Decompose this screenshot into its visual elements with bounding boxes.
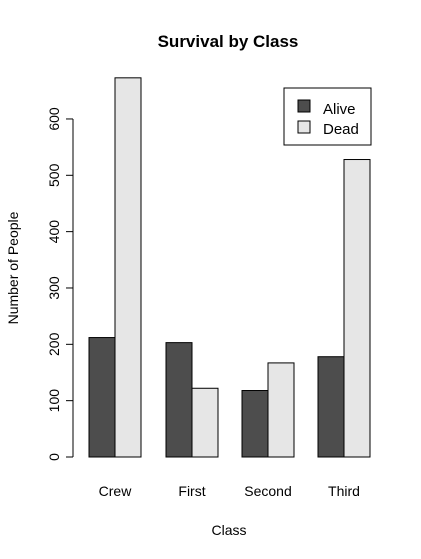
x-axis-label: Class [211, 522, 246, 538]
y-tick-label: 600 [46, 107, 62, 131]
bar-second-alive [241, 390, 269, 458]
bar-crew-alive [88, 337, 116, 458]
legend-box [283, 87, 372, 146]
x-tick-label-third: Third [328, 483, 360, 499]
bar-first-dead [191, 387, 219, 458]
x-tick-label-second: Second [244, 483, 291, 499]
x-tick-label-crew: Crew [99, 483, 133, 499]
y-tick-label: 200 [46, 332, 62, 356]
y-axis: 0 100 200 300 400 500 600 [46, 107, 74, 461]
legend-swatch-alive [297, 99, 311, 113]
chart-title: Survival by Class [158, 32, 299, 51]
bar-crew-dead [114, 77, 142, 458]
bar-first-alive [165, 342, 193, 458]
y-tick-label: 300 [46, 276, 62, 300]
y-tick-label: 400 [46, 220, 62, 244]
y-tick-label: 500 [46, 163, 62, 187]
bar-second-dead [267, 362, 295, 458]
bars-group [88, 77, 371, 458]
bar-third-alive [317, 356, 345, 458]
y-axis-label: Number of People [5, 211, 21, 324]
legend: Alive Dead [283, 87, 372, 146]
y-tick-label: 0 [46, 453, 62, 461]
legend-swatch-dead [297, 120, 311, 134]
legend-label-alive: Alive [323, 101, 356, 118]
legend-label-dead: Dead [323, 121, 359, 138]
x-tick-label-first: First [178, 483, 205, 499]
bar-third-dead [343, 159, 371, 458]
x-tick-labels: Crew First Second Third [99, 483, 360, 499]
y-tick-label: 100 [46, 389, 62, 413]
